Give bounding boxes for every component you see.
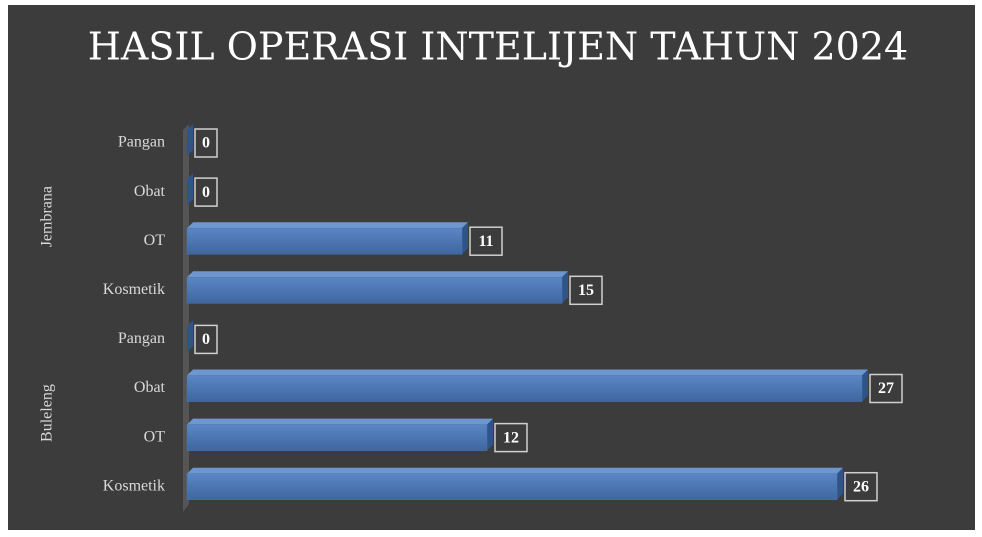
value-label-box [494,422,528,453]
bar [186,222,468,255]
axis-wall [183,124,189,512]
bar [186,271,568,304]
bar [186,467,843,500]
category-label: Kosmetik [103,477,165,494]
category-label: Obat [134,183,166,200]
value-label-box [469,226,503,256]
bar [186,418,493,451]
value-label-box [194,324,218,355]
value-label: 15 [578,282,594,299]
bar [187,124,193,156]
category-label: OT [144,232,166,249]
group-label: Jembrana [39,186,56,247]
group-label: Buleleng [39,384,56,442]
value-label: 0 [202,331,210,348]
category-label: Kosmetik [103,281,165,298]
category-label: OT [144,428,166,445]
value-label-box [194,177,218,207]
value-label-box [869,373,903,404]
value-label: 27 [878,380,894,397]
value-label: 12 [503,429,519,446]
bar [186,369,868,402]
value-label: 11 [478,233,493,250]
category-label: Pangan [118,330,165,347]
value-label: 26 [853,478,869,495]
value-label: 0 [202,135,210,152]
chart-title: HASIL OPERASI INTELIJEN TAHUN 2024 [88,25,908,69]
bar [187,320,193,353]
bar [187,173,193,206]
value-label-box [194,128,218,158]
value-label: 0 [202,184,210,201]
category-label: Obat [134,379,166,396]
chart-background [8,5,975,530]
category-label: Pangan [118,134,165,151]
value-label-box [844,471,878,502]
value-label-box [569,275,603,306]
